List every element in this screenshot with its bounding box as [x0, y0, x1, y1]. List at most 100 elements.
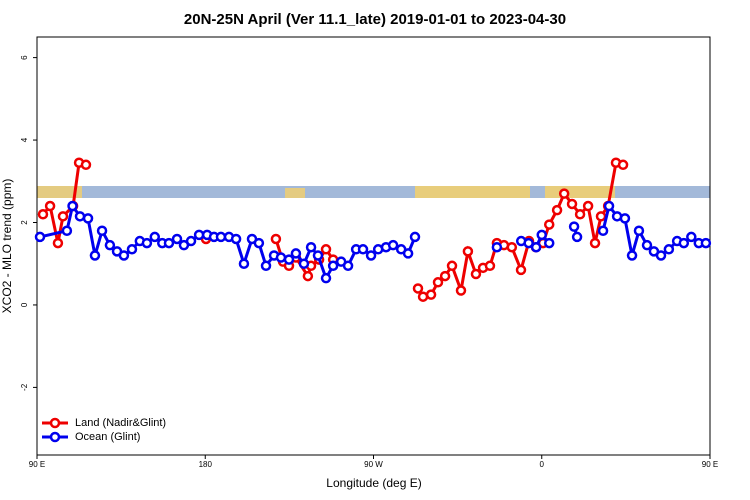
- point: [230, 233, 242, 245]
- y-tick-label: 0: [20, 302, 29, 307]
- map-strip: [37, 186, 710, 198]
- point: [432, 277, 444, 288]
- x-axis-label: Longitude (deg E): [326, 476, 421, 490]
- point: [305, 241, 317, 253]
- point: [185, 235, 197, 247]
- plot-frame: [36, 36, 711, 456]
- point: [270, 233, 282, 245]
- x-tick-label: 90 E: [29, 460, 45, 469]
- point: [589, 237, 601, 249]
- point: [523, 237, 534, 249]
- point: [470, 268, 482, 280]
- point: [238, 258, 250, 269]
- point: [37, 209, 49, 220]
- point: [506, 241, 518, 253]
- point: [253, 237, 265, 249]
- chart-title: 20N-25N April (Ver 11.1_late) 2019-01-01…: [184, 11, 566, 28]
- point: [543, 237, 555, 249]
- point: [700, 237, 712, 249]
- point: [52, 237, 64, 249]
- x-tick-label: 90 E: [702, 460, 718, 469]
- point: [439, 270, 451, 282]
- point: [82, 213, 94, 224]
- point: [571, 231, 583, 243]
- point: [582, 200, 594, 212]
- x-tick-label: 180: [199, 460, 213, 469]
- point: [491, 241, 503, 253]
- point: [558, 188, 570, 199]
- point: [678, 237, 690, 249]
- point: [357, 244, 369, 255]
- point: [417, 291, 429, 302]
- point: [312, 250, 324, 261]
- legend: Land (Nadir&Glint) Ocean (Glint): [42, 417, 166, 443]
- y-tick-label: 2: [20, 220, 29, 225]
- legend-label: Ocean (Glint): [75, 431, 140, 443]
- point: [61, 225, 73, 236]
- point: [655, 250, 667, 261]
- point: [118, 250, 130, 261]
- point: [320, 272, 332, 284]
- point: [275, 252, 287, 263]
- point: [126, 244, 138, 255]
- y-tick-label: 6: [20, 55, 29, 60]
- point: [551, 204, 563, 216]
- point: [302, 270, 314, 282]
- point: [283, 254, 295, 265]
- point: [96, 225, 108, 236]
- x-tick-label: 0: [540, 460, 545, 469]
- point: [536, 229, 547, 241]
- point: [626, 250, 638, 261]
- point: [515, 264, 527, 276]
- point: [633, 225, 645, 236]
- point: [462, 246, 474, 257]
- point: [543, 219, 555, 230]
- point: [446, 260, 458, 272]
- point: [149, 231, 161, 243]
- point: [342, 260, 354, 272]
- point: [298, 258, 310, 269]
- y-tick-label: -2: [20, 383, 29, 391]
- point: [641, 239, 653, 251]
- point: [260, 260, 272, 272]
- x-tick-label: 90 W: [364, 460, 383, 469]
- point: [44, 200, 56, 212]
- point: [171, 233, 183, 245]
- point: [89, 250, 101, 261]
- y-axis-label: XCO2 - MLO trend (ppm): [0, 179, 14, 314]
- point: [686, 231, 697, 243]
- point: [34, 231, 46, 243]
- point: [320, 244, 332, 255]
- legend-label: Land (Nadir&Glint): [75, 417, 166, 429]
- point: [595, 211, 607, 222]
- point: [663, 244, 675, 255]
- point: [163, 237, 175, 249]
- point: [67, 200, 78, 212]
- legend-marker: [49, 431, 61, 443]
- point: [617, 159, 629, 171]
- point: [574, 209, 586, 220]
- point: [566, 198, 578, 210]
- y-tick-label: 4: [20, 137, 29, 142]
- point: [290, 248, 302, 259]
- point: [57, 211, 69, 222]
- point: [80, 159, 92, 171]
- legend-marker: [49, 417, 61, 429]
- point: [74, 211, 86, 222]
- point: [141, 237, 153, 249]
- point: [402, 248, 414, 259]
- point: [568, 221, 580, 232]
- point: [597, 225, 609, 236]
- point: [409, 231, 421, 243]
- point: [530, 241, 542, 253]
- point: [327, 260, 339, 272]
- point: [365, 250, 377, 261]
- point: [455, 285, 467, 296]
- point: [619, 213, 631, 224]
- point: [484, 260, 496, 272]
- point: [603, 200, 615, 212]
- series-line: [41, 160, 624, 299]
- point: [387, 239, 399, 251]
- point: [104, 239, 116, 251]
